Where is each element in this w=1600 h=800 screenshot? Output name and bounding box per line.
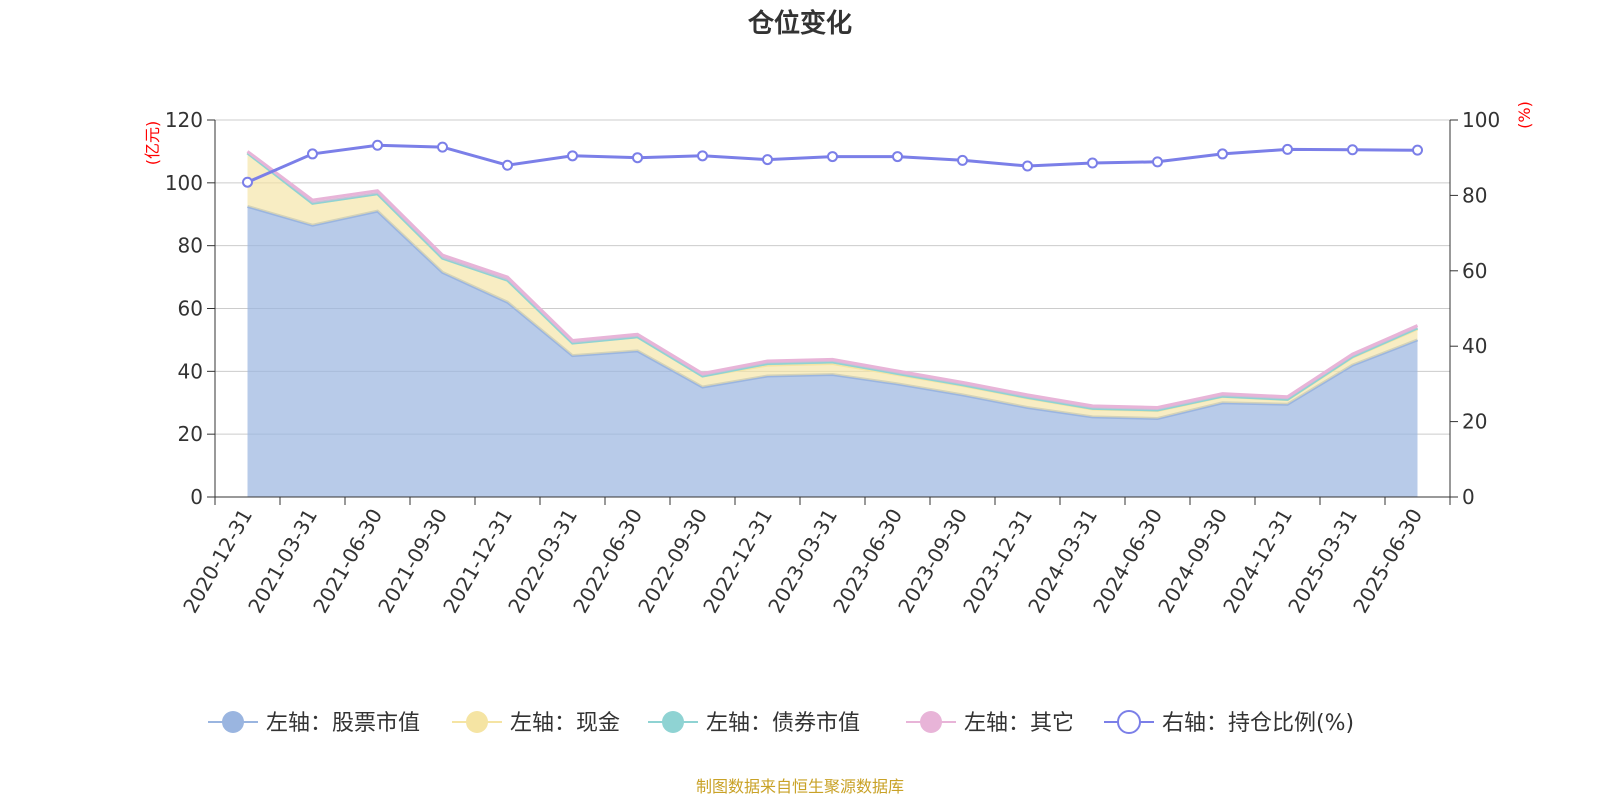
holding-ratio-line	[242, 139, 1423, 188]
ratio-point	[372, 139, 383, 151]
legend-marker	[1117, 710, 1141, 734]
left-tick-label: 40	[178, 359, 203, 383]
legend-label: 左轴：其它	[964, 711, 1074, 736]
legend-marker	[920, 711, 942, 733]
legend-marker	[662, 711, 684, 733]
left-tick-label: 80	[178, 234, 203, 258]
ratio-line-path	[246, 143, 1418, 184]
ratio-point	[1022, 160, 1033, 172]
ratio-point	[437, 141, 448, 153]
stacked-areas	[246, 150, 1419, 497]
right-tick-label: 40	[1462, 334, 1487, 358]
left-axis-unit: (亿元)	[143, 121, 162, 166]
ratio-point	[1152, 156, 1163, 168]
ratio-point	[827, 151, 838, 163]
right-tick-label: 100	[1462, 108, 1500, 132]
ratio-point	[892, 151, 903, 163]
legend-marker	[222, 711, 244, 733]
right-tick-label: 20	[1462, 410, 1487, 434]
ratio-point	[1217, 148, 1228, 160]
ratio-point	[1347, 144, 1358, 156]
ratio-point	[632, 152, 643, 164]
left-tick-label: 0	[190, 485, 203, 509]
left-tick-label: 100	[165, 171, 203, 195]
area-edge-左轴：其它	[246, 150, 1419, 410]
left-tick-label: 20	[178, 422, 203, 446]
ratio-point	[242, 176, 253, 188]
ratio-point	[762, 154, 773, 166]
right-axis-unit: (%)	[1515, 101, 1534, 129]
right-tick-label: 0	[1462, 485, 1475, 509]
left-tick-label: 120	[165, 108, 203, 132]
ratio-point	[567, 150, 578, 162]
ratio-point	[1087, 157, 1098, 169]
ratio-point	[502, 159, 513, 171]
x-tick-label: 2025-06-30	[1348, 505, 1427, 618]
data-source-label: 制图数据来自恒生聚源数据库	[696, 777, 904, 796]
ratio-point	[1412, 144, 1423, 156]
ratio-point	[307, 148, 318, 160]
ratio-point	[957, 154, 968, 166]
legend-label: 左轴：现金	[510, 711, 620, 736]
legend-label: 右轴：持仓比例(%)	[1162, 711, 1354, 736]
left-tick-label: 60	[178, 297, 203, 321]
right-tick-label: 80	[1462, 183, 1487, 207]
ratio-point	[1282, 143, 1293, 155]
right-tick-label: 60	[1462, 259, 1487, 283]
chart-title: 仓位变化	[747, 8, 852, 39]
area-左轴：股票市值	[247, 206, 1418, 497]
legend-label: 左轴：债券市值	[706, 711, 860, 736]
legend-label: 左轴：股票市值	[266, 711, 420, 736]
ratio-point	[697, 150, 708, 162]
legend: 左轴：股票市值 左轴：现金 左轴：债券市值 左轴：其它 右轴：持仓比例(%)	[208, 710, 1354, 736]
legend-marker	[466, 711, 488, 733]
